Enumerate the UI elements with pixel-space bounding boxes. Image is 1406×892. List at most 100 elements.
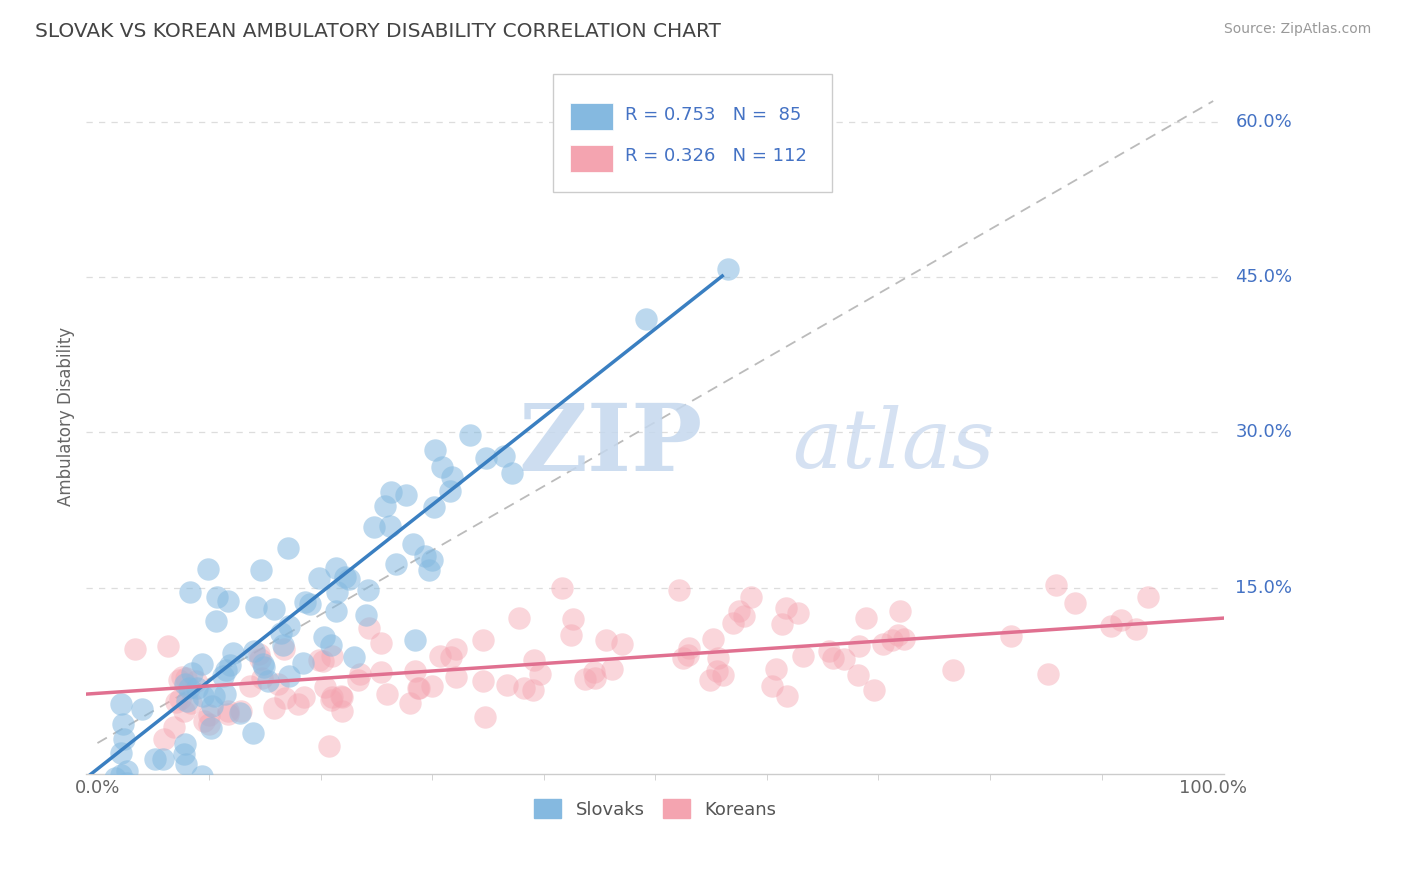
Point	[325, 561, 347, 575]
Legend: Slovaks, Koreans: Slovaks, Koreans	[527, 792, 783, 826]
Point	[711, 668, 734, 682]
Point	[404, 632, 426, 647]
Point	[439, 484, 461, 499]
Point	[278, 669, 301, 683]
Point	[343, 649, 366, 664]
Point	[444, 641, 467, 656]
Point	[167, 673, 190, 687]
Point	[1125, 622, 1147, 636]
Point	[176, 694, 198, 708]
Point	[252, 671, 274, 685]
Point	[162, 720, 184, 734]
Point	[173, 738, 195, 752]
Point	[174, 671, 197, 685]
Point	[501, 466, 523, 480]
Point	[1064, 596, 1087, 610]
Point	[702, 632, 724, 647]
Point	[111, 716, 134, 731]
Point	[512, 681, 534, 695]
Point	[197, 717, 219, 731]
Point	[174, 677, 197, 691]
Point	[222, 646, 245, 660]
Point	[191, 689, 214, 703]
Point	[337, 572, 360, 586]
Point	[287, 697, 309, 711]
Point	[672, 651, 695, 665]
Point	[318, 739, 340, 753]
Point	[117, 775, 139, 789]
Point	[706, 664, 728, 678]
Point	[165, 695, 187, 709]
Point	[263, 700, 285, 714]
Point	[179, 585, 201, 599]
Point	[363, 520, 385, 534]
Point	[277, 541, 299, 556]
Point	[131, 702, 153, 716]
Point	[349, 667, 371, 681]
Point	[292, 690, 315, 705]
Point	[335, 570, 357, 584]
Point	[423, 500, 446, 514]
Point	[347, 673, 370, 687]
Point	[413, 549, 436, 564]
Point	[191, 769, 214, 783]
Point	[846, 667, 869, 681]
Point	[775, 600, 797, 615]
Point	[496, 678, 519, 692]
Point	[444, 670, 467, 684]
Point	[574, 672, 596, 686]
Point	[380, 484, 402, 499]
Point	[278, 618, 301, 632]
Text: 60.0%: 60.0%	[1236, 112, 1292, 131]
Point	[423, 442, 446, 457]
Point	[308, 653, 330, 667]
Point	[215, 663, 238, 677]
Point	[562, 612, 585, 626]
Point	[395, 488, 418, 502]
Point	[298, 598, 321, 612]
Point	[217, 594, 239, 608]
Point	[202, 690, 225, 704]
Point	[181, 666, 204, 681]
Point	[595, 632, 617, 647]
Point	[253, 659, 276, 673]
Point	[174, 756, 197, 771]
Point	[460, 428, 482, 442]
Point	[359, 621, 381, 635]
Point	[787, 606, 810, 620]
FancyBboxPatch shape	[569, 103, 613, 130]
Point	[200, 722, 222, 736]
Point	[420, 679, 443, 693]
Point	[308, 571, 330, 585]
Point	[707, 650, 730, 665]
Point	[872, 637, 894, 651]
Point	[401, 537, 423, 551]
Point	[408, 681, 430, 695]
Point	[1000, 629, 1022, 643]
Point	[721, 615, 744, 630]
Point	[177, 681, 200, 695]
Point	[610, 637, 633, 651]
Point	[399, 696, 422, 710]
Point	[273, 641, 295, 656]
Point	[728, 604, 751, 618]
Point	[239, 679, 262, 693]
Point	[205, 614, 228, 628]
Point	[156, 639, 179, 653]
Point	[522, 683, 544, 698]
Point	[733, 609, 755, 624]
Point	[370, 636, 392, 650]
Point	[529, 667, 551, 681]
Point	[117, 764, 139, 778]
Point	[474, 450, 496, 465]
Point	[330, 690, 353, 704]
Point	[104, 771, 127, 785]
Point	[193, 714, 215, 728]
Point	[354, 607, 377, 622]
Point	[418, 563, 440, 577]
Point	[370, 665, 392, 679]
Point	[855, 611, 877, 625]
Point	[560, 628, 582, 642]
Point	[205, 590, 228, 604]
Point	[832, 652, 855, 666]
